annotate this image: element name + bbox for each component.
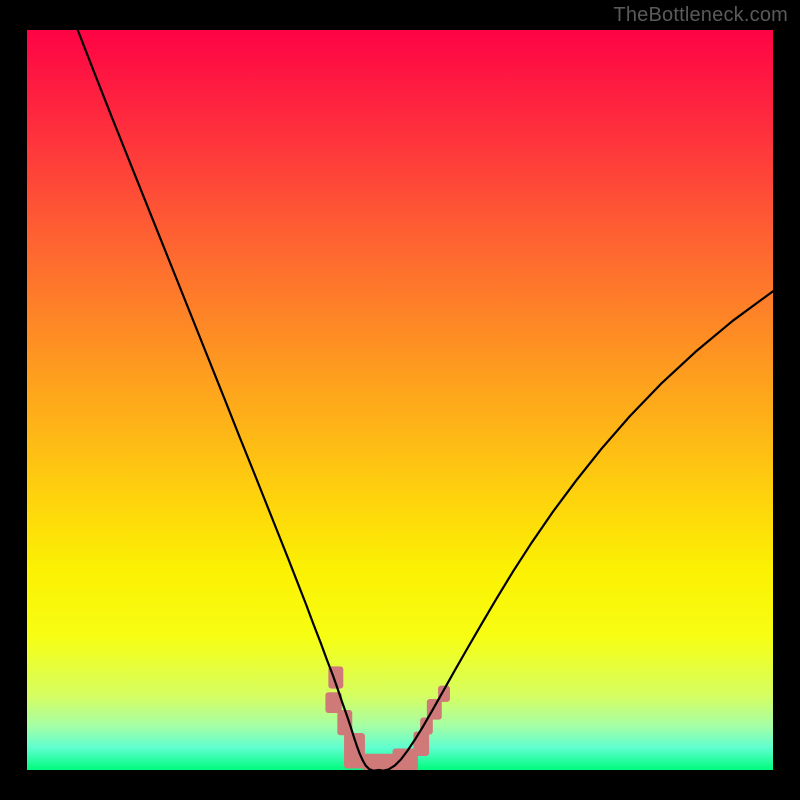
marker-layer — [325, 666, 450, 770]
watermark-text: TheBottleneck.com — [613, 4, 788, 27]
curve-marker — [413, 732, 429, 756]
curve-right — [379, 291, 773, 770]
chart-plot-area — [27, 30, 773, 770]
curve-layer — [78, 30, 773, 770]
chart-svg — [27, 30, 773, 770]
curve-left — [78, 30, 379, 770]
